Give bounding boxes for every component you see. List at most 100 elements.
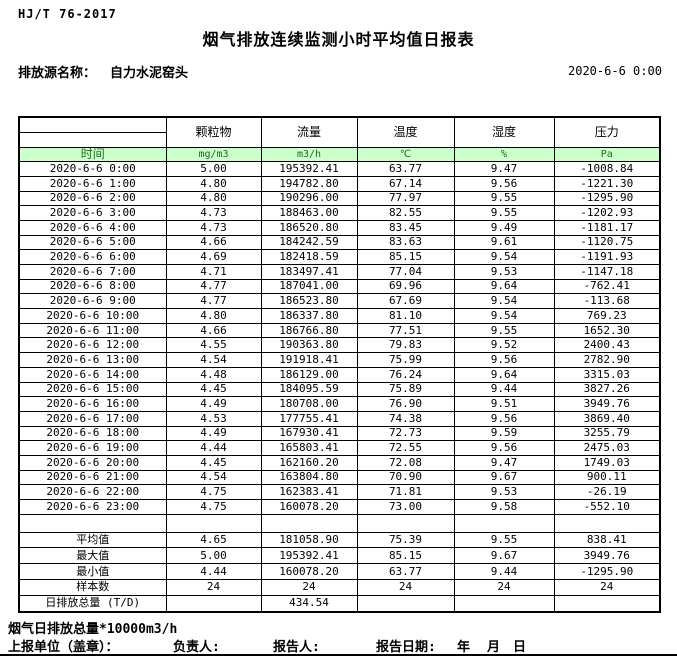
col-header-flow: 流量 xyxy=(260,116,358,148)
cell-temperature: 63.77 xyxy=(356,161,455,177)
data-row: 2020-6-6 9:00 4.77 186523.80 67.69 9.54 -113.… xyxy=(18,293,661,310)
cell-particulate: 4.80 xyxy=(165,190,262,207)
cell-flow: 188463.00 xyxy=(260,205,358,221)
cell-temperature xyxy=(356,594,455,613)
data-row: 2020-6-6 16:00 4.49 180708.00 76.90 9.51 3949… xyxy=(18,396,661,412)
cell-particulate: 4.44 xyxy=(165,563,262,581)
cell-temperature: 75.39 xyxy=(356,531,455,549)
cell-temperature: 24 xyxy=(356,579,455,596)
cell-temperature: 72.55 xyxy=(356,440,455,456)
cell-flow: 162160.20 xyxy=(260,454,358,471)
row-time: 2020-6-6 4:00 xyxy=(18,219,167,236)
row-time: 2020-6-6 14:00 xyxy=(18,366,167,383)
cell-humidity: 9.59 xyxy=(453,425,555,442)
cell-pressure: -1191.93 xyxy=(553,249,661,265)
cell-temperature: 76.24 xyxy=(356,366,455,383)
cell-pressure: -762.41 xyxy=(553,278,661,295)
bottom-rule xyxy=(0,654,677,656)
cell-temperature: 77.51 xyxy=(356,322,455,339)
row-time: 2020-6-6 6:00 xyxy=(18,249,167,265)
cell-particulate: 4.48 xyxy=(165,366,262,383)
cell-humidity: 9.54 xyxy=(453,308,555,324)
source-name: 自力水泥窑头 xyxy=(110,66,189,81)
row-time: 2020-6-6 1:00 xyxy=(18,175,167,192)
cell-pressure: 2475.03 xyxy=(553,440,661,456)
cell-humidity: 9.55 xyxy=(453,322,555,339)
unit-particulate: mg/m3 xyxy=(165,146,262,163)
data-row: 2020-6-6 1:00 4.80 194782.80 67.14 9.56 -1221… xyxy=(18,175,661,192)
cell-flow: 190363.80 xyxy=(260,337,358,354)
cell-pressure: -1120.75 xyxy=(553,234,661,251)
cell-temperature: 82.55 xyxy=(356,205,455,221)
cell-temperature: 79.83 xyxy=(356,337,455,354)
cell-temperature: 74.38 xyxy=(356,410,455,427)
data-row: 2020-6-6 0:00 5.00 195392.41 63.77 9.47 -1008… xyxy=(18,161,661,177)
row-time: 2020-6-6 11:00 xyxy=(18,322,167,339)
cell-pressure: 3949.76 xyxy=(553,396,661,412)
cell-particulate: 5.00 xyxy=(165,547,262,565)
cell-pressure: -1181.17 xyxy=(553,219,661,236)
hourly-rows: 2020-6-6 0:00 5.00 195392.41 63.77 9.47 -1008… xyxy=(18,161,661,515)
spacer-cell xyxy=(18,513,167,533)
summary-label: 日排放总量 (T/D) xyxy=(18,594,167,613)
row-time: 2020-6-6 5:00 xyxy=(18,234,167,251)
footer-note: 烟气日排放总量*10000m3/h xyxy=(8,622,178,637)
cell-particulate: 4.66 xyxy=(165,322,262,339)
cell-temperature: 77.97 xyxy=(356,190,455,207)
cell-flow: 184095.59 xyxy=(260,381,358,398)
row-time: 2020-6-6 13:00 xyxy=(18,352,167,368)
row-time: 2020-6-6 17:00 xyxy=(18,410,167,427)
cell-pressure: 3827.26 xyxy=(553,381,661,398)
data-row: 2020-6-6 15:00 4.45 184095.59 75.89 9.44 3827… xyxy=(18,381,661,398)
cell-humidity: 9.55 xyxy=(453,531,555,549)
cell-particulate: 5.00 xyxy=(165,161,262,177)
cell-humidity: 9.53 xyxy=(453,264,555,280)
data-row: 2020-6-6 11:00 4.66 186766.80 77.51 9.55 1652… xyxy=(18,322,661,339)
summary-rows: 平均值 4.65 181058.90 75.39 9.55 838.41 最大值 5.00 19… xyxy=(18,531,661,613)
col-header-temperature: 温度 xyxy=(356,116,455,148)
cell-pressure: 3255.79 xyxy=(553,425,661,442)
data-row: 2020-6-6 17:00 4.53 177755.41 74.38 9.56 3869… xyxy=(18,410,661,427)
data-row: 2020-6-6 18:00 4.49 167930.41 72.73 9.59 3255… xyxy=(18,425,661,442)
cell-temperature: 76.90 xyxy=(356,396,455,412)
summary-row: 最小值 4.44 160078.20 63.77 9.44 -1295.90 xyxy=(18,563,661,581)
row-time: 2020-6-6 15:00 xyxy=(18,381,167,398)
cell-humidity: 9.56 xyxy=(453,352,555,368)
cell-flow: 195392.41 xyxy=(260,547,358,565)
cell-humidity: 9.53 xyxy=(453,484,555,500)
cell-pressure: -1202.93 xyxy=(553,205,661,221)
data-row: 2020-6-6 14:00 4.48 186129.00 76.24 9.64 3315… xyxy=(18,366,661,383)
cell-humidity: 9.56 xyxy=(453,410,555,427)
time-header: 时间 xyxy=(18,146,167,163)
row-time: 2020-6-6 2:00 xyxy=(18,190,167,207)
cell-pressure: 3869.40 xyxy=(553,410,661,427)
cell-particulate: 4.65 xyxy=(165,531,262,549)
cell-flow: 186520.80 xyxy=(260,219,358,236)
cell-flow: 162383.41 xyxy=(260,484,358,500)
spacer-row xyxy=(18,513,661,533)
cell-temperature: 71.81 xyxy=(356,484,455,500)
year-label: 年 xyxy=(457,640,471,655)
row-time: 2020-6-6 22:00 xyxy=(18,484,167,500)
cell-flow: 160078.20 xyxy=(260,499,358,515)
cell-particulate: 4.53 xyxy=(165,410,262,427)
cell-particulate: 4.80 xyxy=(165,308,262,324)
data-row: 2020-6-6 5:00 4.66 184242.59 83.63 9.61 -1120… xyxy=(18,234,661,251)
spacer-cell xyxy=(453,513,555,533)
cell-humidity: 9.55 xyxy=(453,190,555,207)
cell-pressure: -26.19 xyxy=(553,484,661,500)
cell-humidity: 24 xyxy=(453,579,555,596)
data-row: 2020-6-6 3:00 4.73 188463.00 82.55 9.55 -1202… xyxy=(18,205,661,221)
cell-temperature: 70.90 xyxy=(356,469,455,486)
cell-particulate: 4.73 xyxy=(165,205,262,221)
spacer-cell xyxy=(165,513,262,533)
cell-temperature: 75.89 xyxy=(356,381,455,398)
report-date-label: 报告日期: xyxy=(376,640,436,655)
cell-pressure: 2400.43 xyxy=(553,337,661,354)
cell-particulate: 4.45 xyxy=(165,381,262,398)
summary-row: 日排放总量 (T/D) 434.54 xyxy=(18,594,661,613)
cell-temperature: 67.69 xyxy=(356,293,455,310)
spacer-cell xyxy=(260,513,358,533)
cell-particulate: 4.73 xyxy=(165,219,262,236)
unit-temperature: ℃ xyxy=(356,146,455,163)
